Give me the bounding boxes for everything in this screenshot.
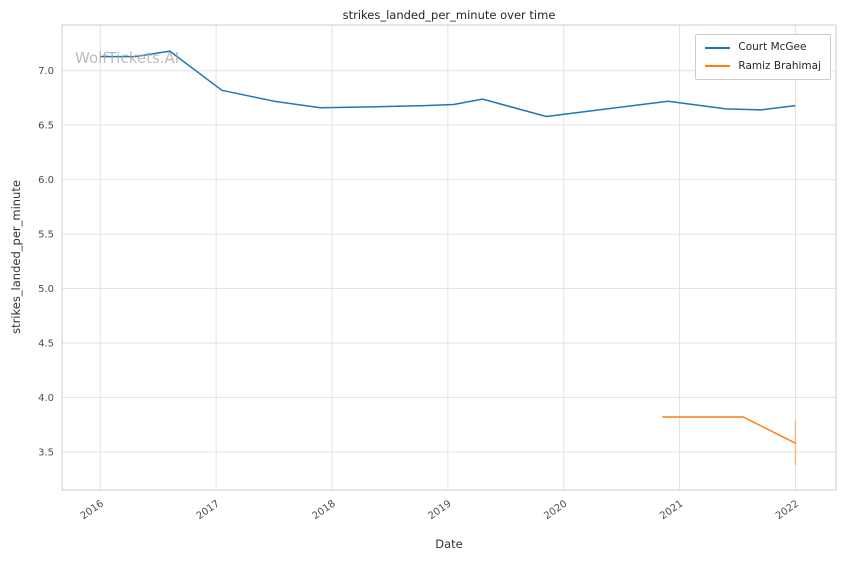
x-axis-label: Date bbox=[435, 537, 463, 551]
y-tick-label: 6.0 bbox=[38, 175, 54, 186]
x-tick-label: 2017 bbox=[195, 498, 222, 522]
legend-label: Court McGee bbox=[738, 41, 807, 53]
x-tick-label: 2020 bbox=[542, 498, 569, 522]
x-tick-label: 2018 bbox=[311, 498, 338, 522]
y-tick-label: 5.5 bbox=[38, 230, 54, 241]
y-tick-label: 5.0 bbox=[38, 284, 54, 295]
x-tick-label: 2021 bbox=[658, 498, 685, 522]
legend-line-swatch bbox=[705, 46, 731, 49]
watermark: WolfTickets.AI bbox=[75, 49, 180, 67]
x-tick-label: 2022 bbox=[774, 498, 801, 522]
y-tick-label: 6.5 bbox=[38, 121, 54, 132]
chart-title: strikes_landed_per_minute over time bbox=[342, 8, 556, 22]
y-tick-label: 4.0 bbox=[38, 393, 54, 404]
y-axis-label: strikes_landed_per_minute bbox=[9, 180, 23, 334]
legend-item: Ramiz Brahimaj bbox=[705, 59, 821, 73]
y-tick-label: 4.5 bbox=[38, 338, 54, 349]
x-tick-label: 2016 bbox=[79, 498, 106, 522]
y-tick-label: 3.5 bbox=[38, 447, 54, 458]
plot-border bbox=[61, 24, 837, 491]
y-tick-label: 7.0 bbox=[38, 66, 54, 77]
legend-item: Court McGee bbox=[705, 41, 821, 54]
series-line-court-mcgee bbox=[100, 50, 796, 118]
x-tick-label: 2019 bbox=[426, 498, 453, 522]
legend: Court McGee Ramiz Brahimaj bbox=[695, 34, 831, 81]
legend-line-swatch bbox=[705, 65, 731, 68]
series-line-ramiz-brahimaj bbox=[662, 416, 796, 444]
legend-label: Ramiz Brahimaj bbox=[738, 59, 821, 72]
